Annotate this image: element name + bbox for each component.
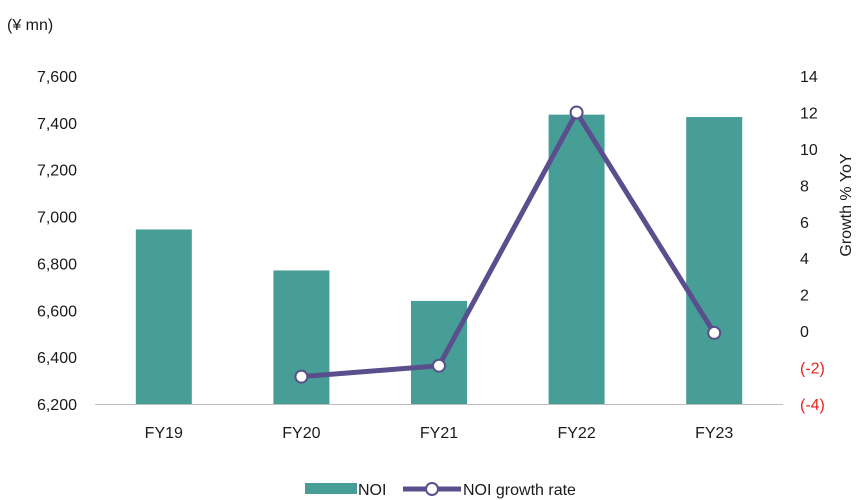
noi-bar [548, 114, 605, 405]
right-tick-label: 6 [800, 215, 809, 232]
right-tick-label: 2 [800, 288, 809, 305]
left-tick-label: 7,000 [37, 210, 77, 227]
x-tick-label: FY20 [282, 425, 320, 442]
growth-point [432, 358, 446, 373]
right-tick-label: 8 [800, 178, 809, 195]
right-tick-label: 0 [800, 324, 809, 341]
growth-point [294, 369, 309, 384]
right-tick-label: (-4) [800, 397, 825, 414]
unit-label: (¥ mn) [7, 17, 53, 34]
legend-noi-swatch [305, 483, 357, 494]
growth-point [569, 105, 584, 120]
right-axis-label: Growth % YoY [838, 153, 855, 257]
noi-bar [686, 117, 743, 404]
noi-bar [135, 229, 192, 404]
x-tick-label: FY23 [695, 425, 733, 442]
left-tick-label: 7,400 [37, 116, 77, 133]
left-tick-label: 6,400 [37, 350, 77, 367]
growth-line-series [294, 105, 722, 384]
left-tick-label: 6,800 [37, 256, 77, 273]
right-tick-label: 10 [800, 142, 818, 159]
right-axis-ticks: (-4) (-2) 0 2 4 6 8 10 12 14 [800, 69, 825, 414]
legend: NOI NOI growth rate [305, 482, 576, 499]
right-tick-label: 14 [800, 69, 818, 86]
growth-line [301, 109, 717, 380]
bar-series [135, 114, 743, 405]
growth-point [707, 325, 722, 340]
legend-growth-label: NOI growth rate [463, 482, 576, 499]
left-tick-label: 6,200 [37, 397, 77, 414]
legend-noi-label: NOI [358, 482, 386, 499]
left-tick-label: 7,200 [37, 163, 77, 180]
x-tick-label: FY19 [145, 425, 183, 442]
x-tick-label: FY21 [420, 425, 458, 442]
left-axis-ticks: 6,200 6,400 6,600 6,800 7,000 7,200 7,400 7,600 [37, 69, 77, 414]
noi-bar [411, 300, 467, 404]
left-tick-label: 7,600 [37, 69, 77, 86]
legend-growth-marker [425, 482, 439, 496]
x-axis-ticks: FY19 FY20 FY21 FY22 FY23 [145, 425, 734, 442]
right-tick-label: (-2) [800, 361, 825, 378]
right-tick-label: 4 [800, 251, 809, 268]
left-tick-label: 6,600 [37, 303, 77, 320]
noi-bar [273, 270, 330, 404]
x-tick-label: FY22 [557, 425, 595, 442]
right-tick-label: 12 [800, 105, 818, 122]
